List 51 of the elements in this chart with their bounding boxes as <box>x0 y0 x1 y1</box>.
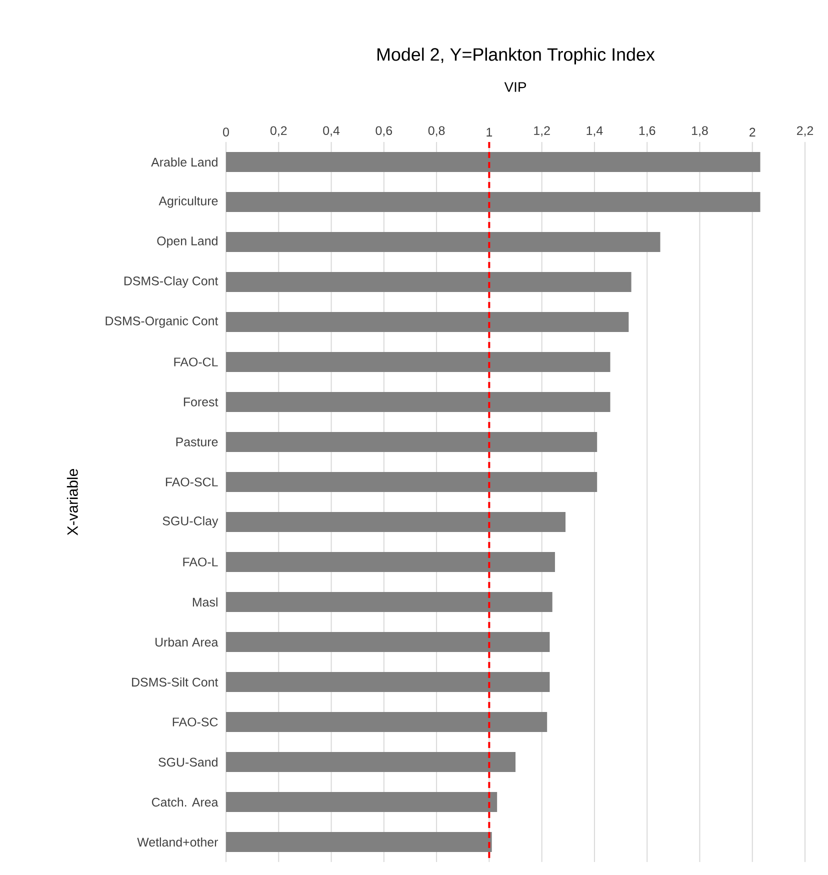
y-tick-label: FAO-CL <box>174 358 218 366</box>
y-tick-label: FAO-SC <box>172 718 218 726</box>
y-tick-label: Forest <box>184 398 218 406</box>
y-tick-label: Wetland+other <box>137 837 218 847</box>
y-tick-label: Masl <box>192 597 218 607</box>
bar <box>226 712 548 732</box>
bar <box>226 232 660 252</box>
bar <box>226 632 550 652</box>
bar <box>226 152 760 172</box>
y-tick-label: SGU-Sand <box>158 757 218 767</box>
x-tick-label: 1,6 <box>639 126 656 136</box>
bar <box>226 392 610 412</box>
bar <box>226 752 516 772</box>
x-tick-label: 2 <box>750 128 756 136</box>
bar <box>226 792 498 812</box>
y-tick-label: DSMS-Silt Cont <box>132 677 218 687</box>
bar <box>226 832 492 852</box>
y-tick-label: DSMS-Clay Cont <box>124 276 218 288</box>
x-axis-title: VIP <box>504 82 526 92</box>
x-tick-label: 2,2 <box>796 126 814 136</box>
x-tick-label: 0,8 <box>428 126 445 136</box>
x-tick-label: 1,8 <box>692 126 708 136</box>
y-tick-label: DSMS-Organic Cont <box>106 316 218 328</box>
bar <box>226 472 598 492</box>
bar <box>226 512 566 532</box>
y-axis-title: X-variable <box>66 469 78 536</box>
bar <box>226 432 598 452</box>
y-tick-label: Catch. Area <box>152 797 218 807</box>
x-tick-label: 0,2 <box>270 126 287 136</box>
y-tick-label: Agriculture <box>158 196 218 208</box>
bar <box>226 352 610 372</box>
bar <box>226 552 555 572</box>
y-tick-label: Pasture <box>176 438 218 446</box>
x-tick-label: 1,2 <box>534 126 550 136</box>
x-tick-label: 0 <box>223 128 229 136</box>
x-tick-label: 1,4 <box>586 126 603 136</box>
x-tick-label: 1 <box>486 128 492 136</box>
y-tick-label: FAO-L <box>183 558 218 566</box>
bar <box>226 192 760 212</box>
y-tick-label: SGU-Clay <box>162 516 218 528</box>
y-tick-label: Arable Land <box>151 157 218 167</box>
chart-title: Model 2, Y=Plankton Trophic Index <box>377 48 655 64</box>
y-tick-label: Urban Area <box>155 637 218 647</box>
bar <box>226 672 550 692</box>
bar <box>226 592 552 612</box>
bar <box>226 312 629 332</box>
x-tick-label: 0,4 <box>323 126 340 136</box>
x-tick-label: 0,6 <box>376 126 392 136</box>
bar <box>226 272 632 292</box>
y-tick-label: FAO-SCL <box>166 478 218 486</box>
y-tick-label: Open Land <box>157 236 218 248</box>
